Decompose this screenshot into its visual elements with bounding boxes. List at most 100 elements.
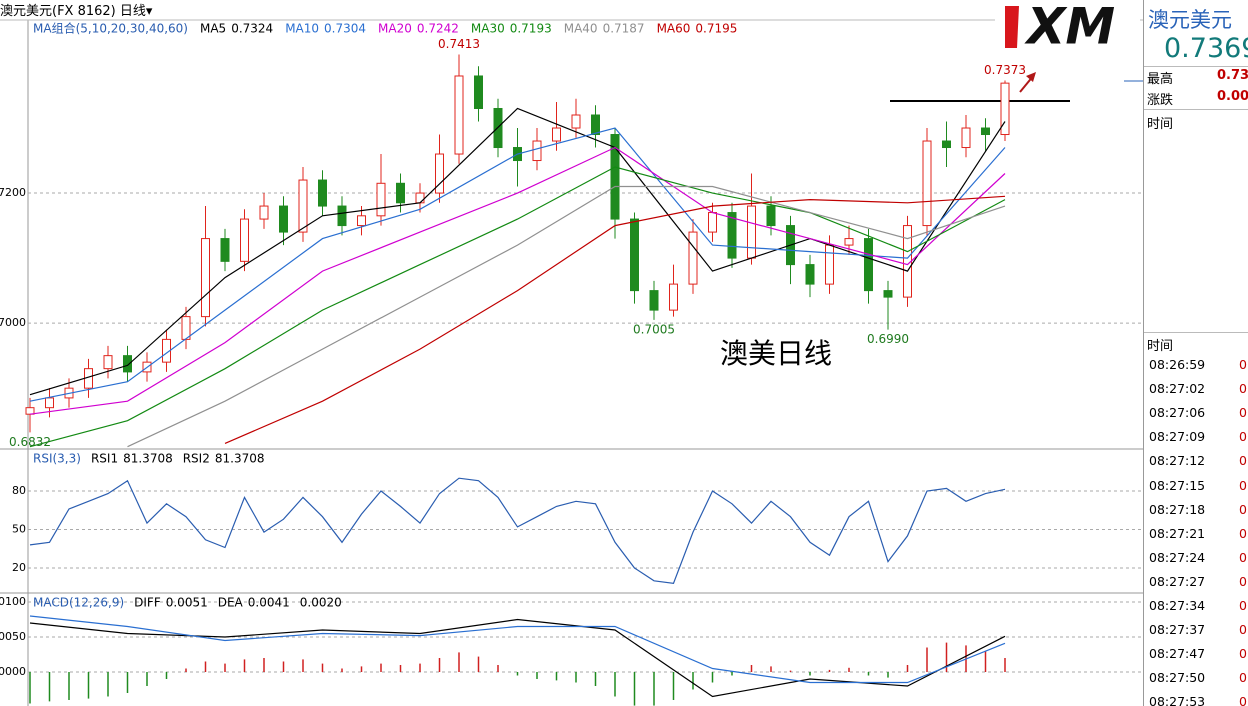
legend-text: MA40 — [564, 22, 598, 36]
separator — [1144, 109, 1248, 110]
legend-text: 0.7304 — [324, 22, 366, 36]
window-title: 澳元美元(FX 8162) — [0, 4, 116, 19]
legend-text: 81.3708 — [123, 452, 173, 466]
candle-body — [591, 114, 600, 136]
logo-text: XM — [1024, 0, 1115, 56]
candle-body — [922, 140, 932, 227]
quote-name: 澳元美元 — [1148, 8, 1232, 32]
candle-body — [474, 75, 483, 110]
legend-text: 0.0041 — [248, 596, 290, 610]
candle-body — [435, 153, 444, 194]
tick-time: 08:27:53 — [1149, 694, 1206, 706]
tick-time: 08:27:18 — [1149, 501, 1206, 517]
candle-body — [552, 127, 561, 142]
candle-body — [571, 114, 581, 129]
arrow-head — [1026, 72, 1036, 82]
row-label: 最高 — [1147, 72, 1174, 87]
candle-body — [259, 205, 269, 220]
candle-body — [298, 179, 308, 233]
candle-body — [396, 182, 405, 204]
candle-body — [883, 290, 893, 298]
candle-body — [103, 355, 113, 370]
series-line — [29, 127, 1006, 402]
price-label: 0.7005 — [633, 322, 675, 336]
legend-text: DIFF — [134, 596, 161, 610]
candle-body — [981, 127, 990, 136]
period[interactable]: 日线 — [119, 4, 146, 19]
y-tick-label: 0050 — [0, 630, 26, 643]
legend-text: 0.7324 — [231, 22, 273, 36]
candle-body — [649, 290, 659, 311]
series-line — [29, 166, 1006, 448]
candle-body — [532, 140, 542, 162]
tick-price: 0.7 — [1239, 525, 1248, 541]
candle-body — [942, 140, 951, 149]
candle-body — [337, 205, 347, 227]
candle-body — [357, 215, 366, 227]
candle-body — [220, 238, 230, 262]
quote-panel: 澳元美元 0.7369 最高 0.737 涨跌 0.000 时间 时间 08:26:… — [1143, 0, 1248, 706]
candle-body — [240, 218, 249, 262]
chart-area: 7200 7000 0.7413 0.7373 0.6832 0.7005 0.6990 MA… — [0, 19, 1143, 706]
tick-price: 0.7 — [1239, 453, 1248, 469]
tick-row: 08:27:34 0.7 — [1149, 598, 1248, 613]
legend-text: RSI1 — [91, 452, 118, 466]
tick-row: 08:27:12 0.7 — [1149, 453, 1248, 468]
candle-body — [825, 244, 834, 285]
y-tick-label: 7000 — [0, 316, 26, 329]
tick-price: 0.7 — [1239, 381, 1248, 397]
tick-time: 08:27:12 — [1149, 453, 1206, 469]
y-tick-label: 0100 — [0, 595, 26, 608]
quote-price: 0.7369 — [1164, 33, 1248, 64]
tick-row: 08:27:21 0.7 — [1149, 526, 1248, 541]
series-line — [29, 477, 1006, 585]
candle-body — [45, 397, 54, 409]
tick-price: 0.7 — [1239, 549, 1248, 565]
candle-body — [123, 355, 132, 373]
series-line — [29, 615, 1006, 684]
candle-body — [708, 212, 717, 233]
tick-price: 0.7 — [1239, 622, 1248, 638]
legend-text: 0.7242 — [417, 22, 459, 36]
y-tick-label: 20 — [12, 561, 26, 574]
y-tick-label: 0000 — [0, 665, 26, 678]
tick-row: 08:27:18 0.7 — [1149, 502, 1248, 517]
quote-row: 最高 0.737 — [1147, 68, 1248, 87]
separator — [1144, 332, 1248, 333]
legend-text: MA20 — [378, 22, 412, 36]
row-value: 0.000 — [1217, 89, 1248, 104]
tick-time: 08:27:09 — [1149, 429, 1206, 445]
tick-row: 08:26:59 0.7 — [1149, 357, 1248, 372]
series-line — [224, 195, 1006, 444]
legend-text: 0.7193 — [510, 22, 552, 36]
candle-body — [201, 238, 210, 318]
tick-price: 0.7 — [1239, 670, 1248, 686]
series-line — [127, 185, 1006, 448]
candle-body — [766, 205, 776, 227]
legend-text: DEA — [218, 596, 244, 610]
candle-body — [669, 283, 678, 311]
tick-price: 0.7 — [1239, 477, 1248, 493]
tick-price: 0.7 — [1239, 405, 1248, 421]
row-label: 涨跌 — [1147, 93, 1174, 108]
quote-row: 涨跌 0.000 — [1147, 89, 1248, 108]
ticks-header: 时间 — [1147, 339, 1174, 354]
candle-body — [630, 218, 639, 292]
tick-row: 08:27:27 0.7 — [1149, 574, 1248, 589]
row-value: 0.737 — [1217, 68, 1248, 83]
logo-art: XM — [1005, 0, 1115, 56]
time-header: 时间 — [1147, 117, 1174, 132]
legend-text: 81.3708 — [215, 452, 265, 466]
candle-body — [688, 231, 698, 285]
series-line — [29, 107, 1006, 396]
candle-body — [415, 192, 425, 204]
candle-body — [376, 182, 386, 217]
tick-row: 08:27:06 0.7 — [1149, 405, 1248, 420]
legend-text: 0.7195 — [695, 22, 737, 36]
tick-time: 08:27:15 — [1149, 477, 1206, 493]
legend-text: MA30 — [471, 22, 505, 36]
candle-body — [805, 264, 815, 285]
y-tick-label: 80 — [12, 484, 26, 497]
tick-time: 08:27:50 — [1149, 670, 1206, 686]
